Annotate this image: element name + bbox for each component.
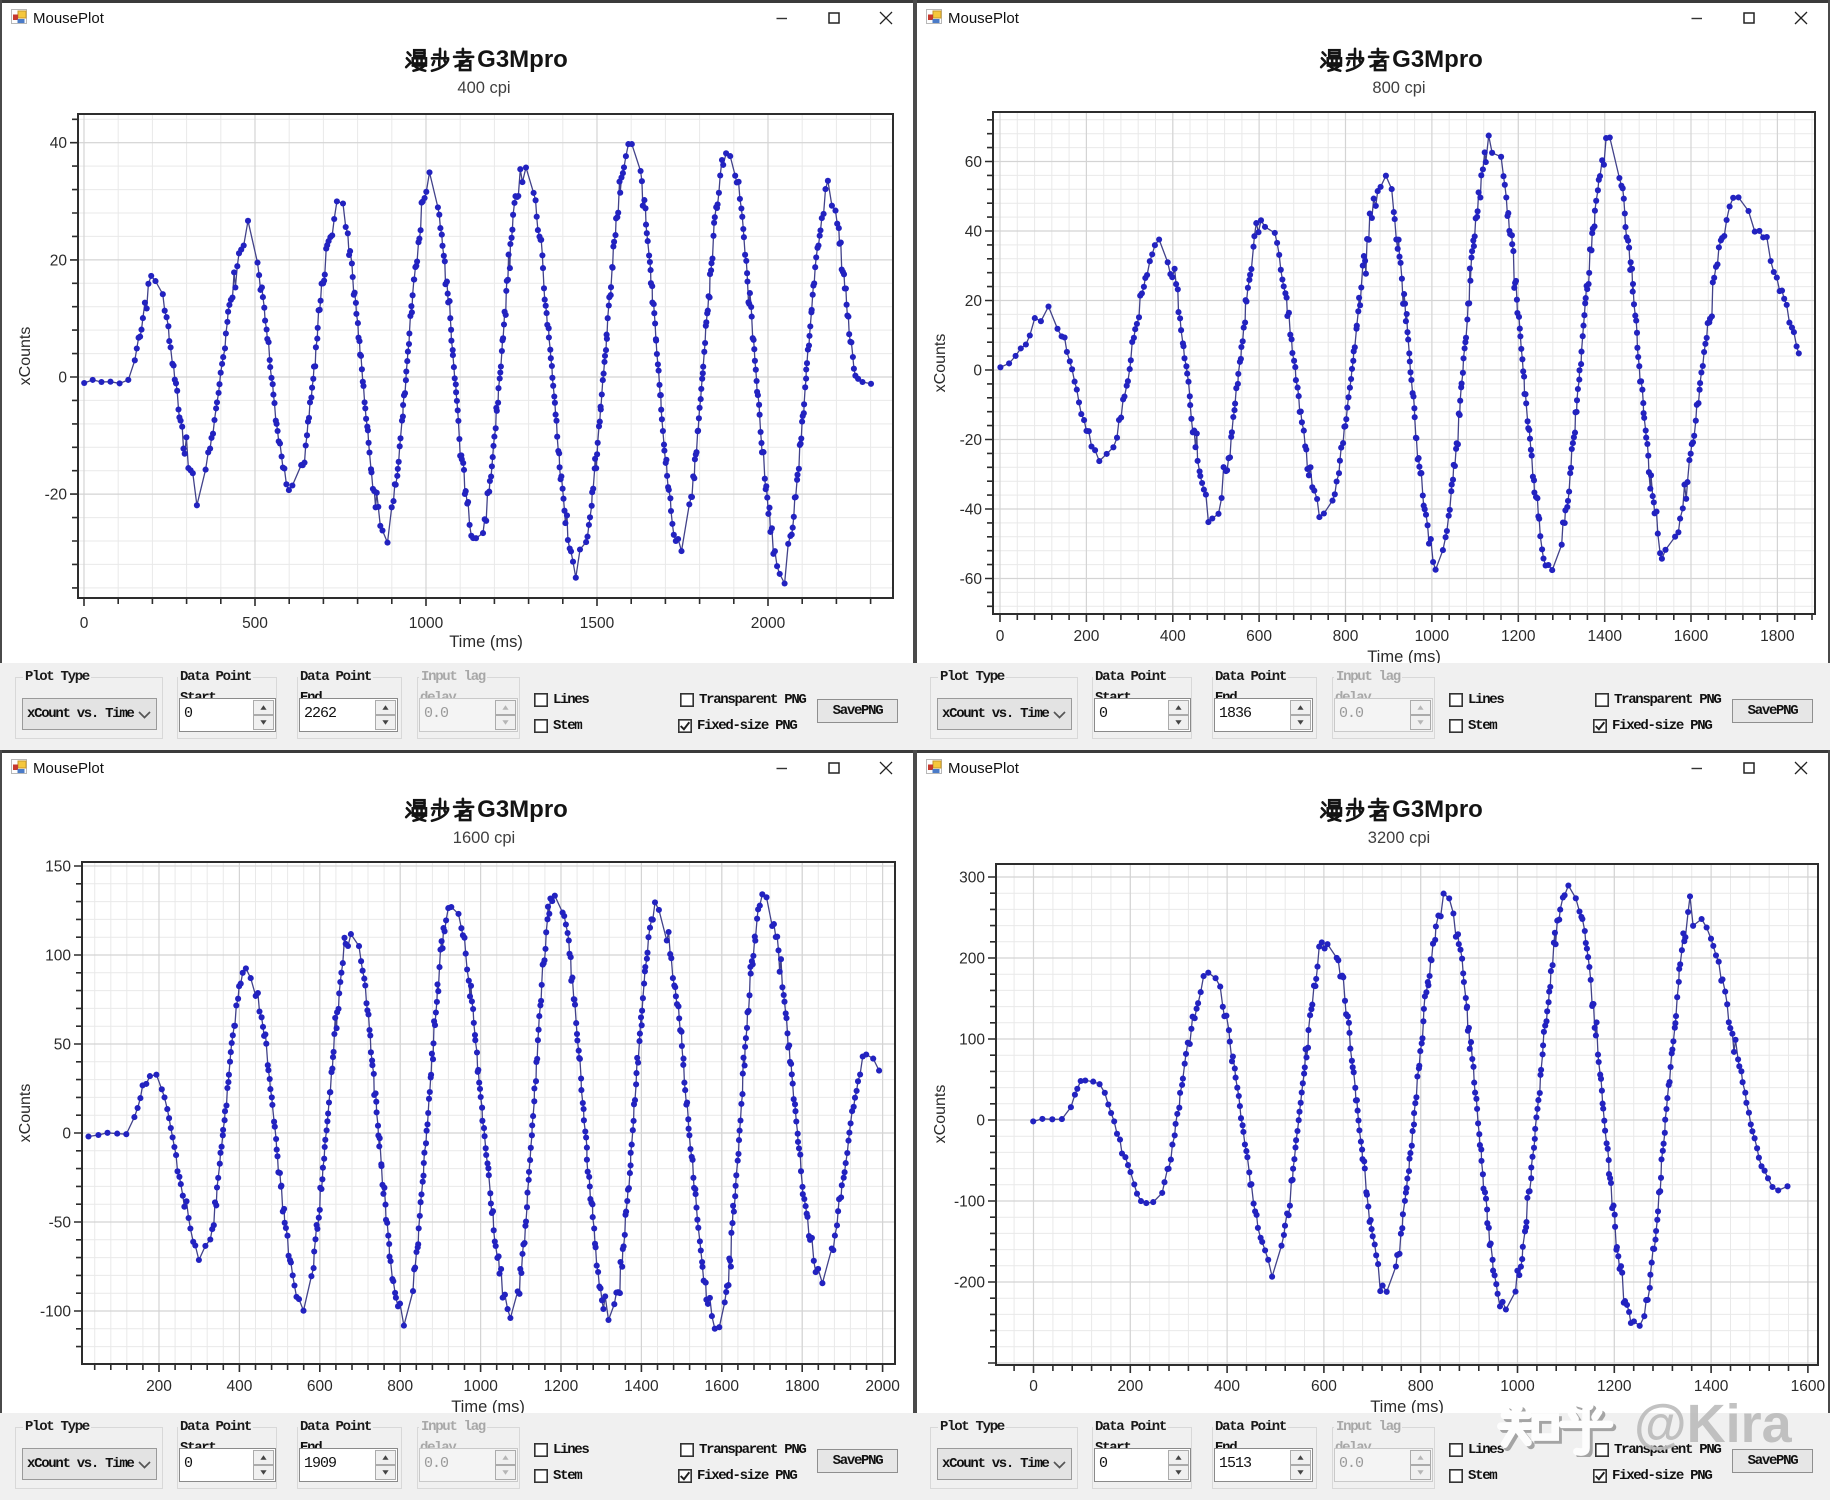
- svg-text:Time (ms): Time (ms): [1367, 648, 1441, 666]
- svg-text:800: 800: [1408, 1378, 1434, 1395]
- svg-text:0: 0: [1029, 1378, 1038, 1395]
- svg-text:xCounts: xCounts: [17, 1084, 34, 1143]
- svg-text:xCounts: xCounts: [932, 1085, 949, 1144]
- svg-text:1000: 1000: [463, 1378, 498, 1395]
- svg-text:Time (ms): Time (ms): [451, 1398, 525, 1416]
- svg-text:800: 800: [1333, 628, 1359, 645]
- svg-text:1200: 1200: [544, 1378, 579, 1395]
- svg-text:40: 40: [965, 224, 983, 241]
- svg-text:0: 0: [996, 628, 1005, 645]
- svg-text:-60: -60: [960, 571, 983, 588]
- svg-text:400: 400: [1160, 628, 1186, 645]
- svg-text:1000: 1000: [409, 615, 444, 632]
- svg-text:Time (ms): Time (ms): [449, 633, 523, 651]
- svg-text:1500: 1500: [580, 615, 615, 632]
- svg-text:-20: -20: [960, 432, 983, 449]
- svg-text:-200: -200: [954, 1275, 985, 1292]
- svg-text:60: 60: [965, 154, 983, 171]
- svg-text:0: 0: [58, 370, 67, 387]
- svg-text:100: 100: [959, 1032, 985, 1049]
- svg-text:1600: 1600: [1674, 628, 1709, 645]
- svg-text:-20: -20: [45, 487, 68, 504]
- svg-text:1400: 1400: [1694, 1378, 1729, 1395]
- svg-text:200: 200: [959, 951, 985, 968]
- svg-text:-40: -40: [960, 502, 983, 519]
- svg-text:400: 400: [1214, 1378, 1240, 1395]
- svg-text:1000: 1000: [1415, 628, 1450, 645]
- svg-text:0: 0: [973, 363, 982, 380]
- svg-text:2000: 2000: [751, 615, 786, 632]
- svg-text:xCounts: xCounts: [17, 327, 34, 386]
- svg-text:800: 800: [387, 1378, 413, 1395]
- svg-text:200: 200: [1073, 628, 1099, 645]
- svg-text:600: 600: [1311, 1378, 1337, 1395]
- svg-text:1200: 1200: [1501, 628, 1536, 645]
- svg-text:-50: -50: [49, 1215, 72, 1232]
- svg-text:20: 20: [965, 293, 983, 310]
- svg-text:0: 0: [62, 1126, 71, 1143]
- svg-text:20: 20: [50, 252, 68, 269]
- svg-text:300: 300: [959, 870, 985, 887]
- svg-text:500: 500: [242, 615, 268, 632]
- svg-text:400: 400: [226, 1378, 252, 1395]
- svg-text:150: 150: [45, 859, 71, 876]
- svg-text:0: 0: [976, 1113, 985, 1130]
- svg-text:2000: 2000: [865, 1378, 900, 1395]
- svg-text:600: 600: [1246, 628, 1272, 645]
- svg-text:-100: -100: [954, 1194, 985, 1211]
- svg-text:1800: 1800: [785, 1378, 820, 1395]
- svg-text:1600: 1600: [705, 1378, 740, 1395]
- svg-text:1600: 1600: [1791, 1378, 1826, 1395]
- svg-text:1200: 1200: [1597, 1378, 1632, 1395]
- svg-text:200: 200: [146, 1378, 172, 1395]
- svg-text:100: 100: [45, 948, 71, 965]
- svg-text:40: 40: [50, 135, 68, 152]
- svg-text:1800: 1800: [1760, 628, 1795, 645]
- svg-text:0: 0: [80, 615, 89, 632]
- svg-text:1000: 1000: [1500, 1378, 1535, 1395]
- svg-text:1400: 1400: [624, 1378, 659, 1395]
- svg-text:200: 200: [1117, 1378, 1143, 1395]
- svg-text:xCounts: xCounts: [932, 334, 949, 393]
- svg-text:50: 50: [54, 1037, 72, 1054]
- svg-text:600: 600: [307, 1378, 333, 1395]
- svg-text:Time (ms): Time (ms): [1370, 1398, 1444, 1416]
- svg-text:1400: 1400: [1587, 628, 1622, 645]
- svg-text:-100: -100: [40, 1304, 71, 1321]
